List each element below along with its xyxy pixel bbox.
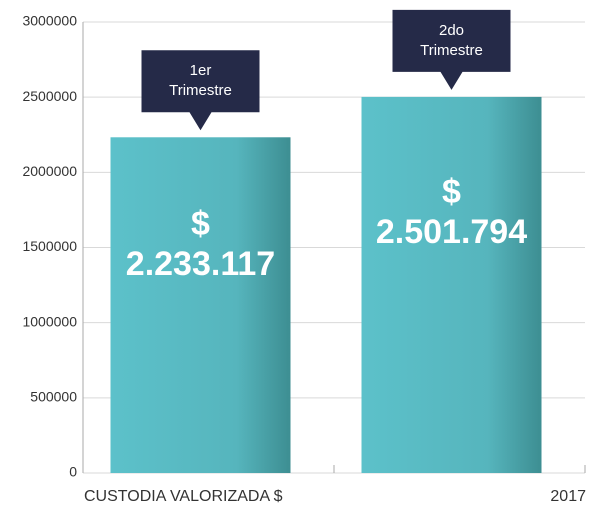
callout: [141, 50, 260, 131]
value-label: $ 2.501.794: [375, 173, 528, 252]
year-label: 2017: [550, 488, 586, 505]
x-axis-label: CUSTODIA VALORIZADA $: [84, 488, 283, 505]
y-tick-label: 1500000: [22, 238, 77, 254]
callout-label: 2do Trimestre: [420, 21, 483, 59]
bar: [110, 137, 291, 473]
callout-label: 1er Trimestre: [169, 62, 232, 100]
y-tick-label: 1000000: [22, 313, 77, 329]
bar: [361, 96, 542, 473]
y-tick-label: 0: [69, 464, 77, 480]
y-tick-label: 3000000: [22, 13, 77, 29]
y-tick-label: 2000000: [22, 163, 77, 179]
value-label: $ 2.233.117: [125, 205, 276, 284]
y-tick-label: 500000: [30, 389, 77, 405]
y-tick-label: 2500000: [22, 88, 77, 104]
callout: [392, 9, 511, 90]
